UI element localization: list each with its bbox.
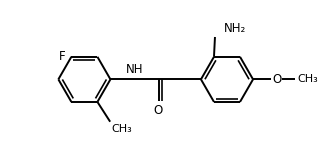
Text: O: O [153,104,163,117]
Text: O: O [272,73,281,86]
Text: CH₃: CH₃ [297,74,318,84]
Text: NH₂: NH₂ [224,22,246,35]
Text: F: F [58,50,65,63]
Text: NH: NH [126,63,143,76]
Text: CH₃: CH₃ [112,124,132,134]
